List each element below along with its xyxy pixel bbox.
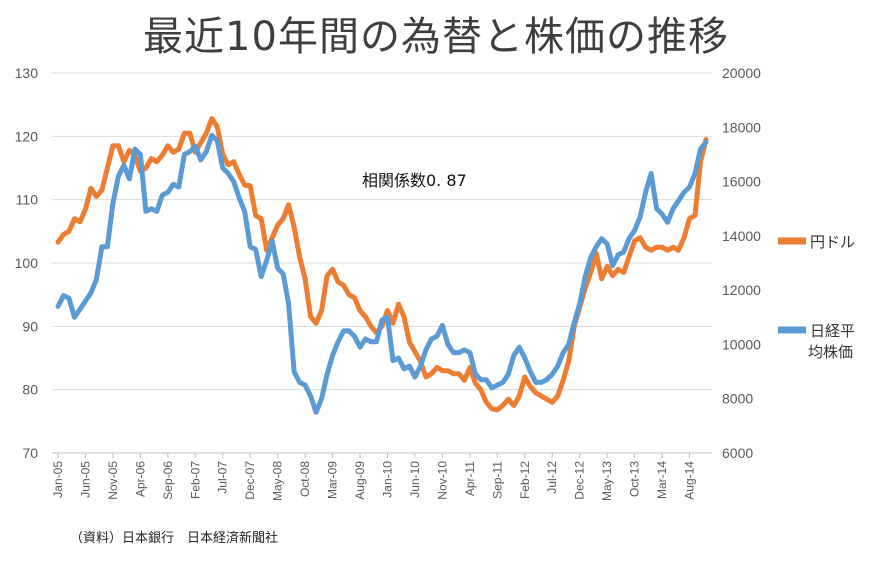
y-right-tick-label: 18000 — [722, 119, 761, 135]
y-right-tick-label: 20000 — [722, 65, 761, 81]
x-tick-label: Oct-13 — [628, 461, 642, 497]
x-tick-label: Jul-07 — [216, 461, 230, 494]
legend-label: 日経平 — [810, 322, 855, 340]
y-right-tick-label: 10000 — [722, 336, 761, 352]
x-tick-label: Aug-14 — [683, 461, 697, 500]
x-tick-label: Jan-10 — [380, 461, 394, 498]
series-line-nikkei — [55, 132, 709, 415]
y-left-tick-label: 70 — [22, 445, 38, 461]
chart-title: 最近10年間の為替と株価の推移 — [143, 14, 729, 60]
x-tick-label: Jan-05 — [51, 461, 65, 498]
y-right-tick-label: 6000 — [722, 445, 753, 461]
x-tick-label: Sep-06 — [161, 461, 175, 500]
x-tick-label: Mar-14 — [655, 461, 669, 499]
x-tick-label: Jun-10 — [408, 461, 422, 498]
x-tick-label: Dec-07 — [243, 461, 257, 500]
legend-label: 均株価 — [808, 343, 853, 361]
x-tick-label: Sep-11 — [490, 461, 504, 499]
y-left-tick-label: 80 — [22, 382, 38, 398]
x-tick-label: Feb-12 — [518, 461, 532, 499]
x-tick-label: Mar-09 — [326, 461, 340, 499]
x-tick-label: Dec-12 — [573, 461, 587, 500]
x-tick-label: Nov-10 — [435, 461, 449, 500]
x-tick-label: Apr-06 — [133, 461, 147, 497]
y-left-tick-label: 110 — [16, 192, 39, 208]
x-tick-label: Oct-08 — [298, 461, 312, 497]
source-note: （資料）日本銀行 日本経済新聞社 — [70, 531, 279, 546]
x-tick-label: May-08 — [271, 461, 285, 501]
x-tick-label: Jun-05 — [78, 461, 92, 498]
y-left-tick-label: 130 — [15, 65, 39, 81]
x-tick-label: Aug-09 — [353, 461, 367, 500]
y-right-tick-label: 12000 — [722, 282, 761, 298]
y-left-tick-label: 90 — [22, 318, 38, 334]
y-left-tick-label: 120 — [15, 128, 39, 144]
legend-label: 円ドル — [810, 233, 855, 251]
x-tick-label: Jul-12 — [545, 461, 559, 494]
x-tick-label: Feb-07 — [188, 461, 202, 499]
y-right-tick-label: 8000 — [722, 391, 753, 407]
correlation-annotation: 相関係数0. 87 — [362, 171, 467, 190]
y-right-tick-label: 16000 — [722, 174, 761, 190]
x-tick-label: Nov-05 — [106, 461, 120, 500]
y-right-tick-label: 14000 — [722, 228, 761, 244]
x-tick-label: May-13 — [600, 461, 614, 501]
x-tick-label: Apr-11 — [463, 461, 477, 496]
y-left-tick-label: 100 — [15, 255, 39, 271]
series-line-yen-dollar — [55, 116, 709, 413]
